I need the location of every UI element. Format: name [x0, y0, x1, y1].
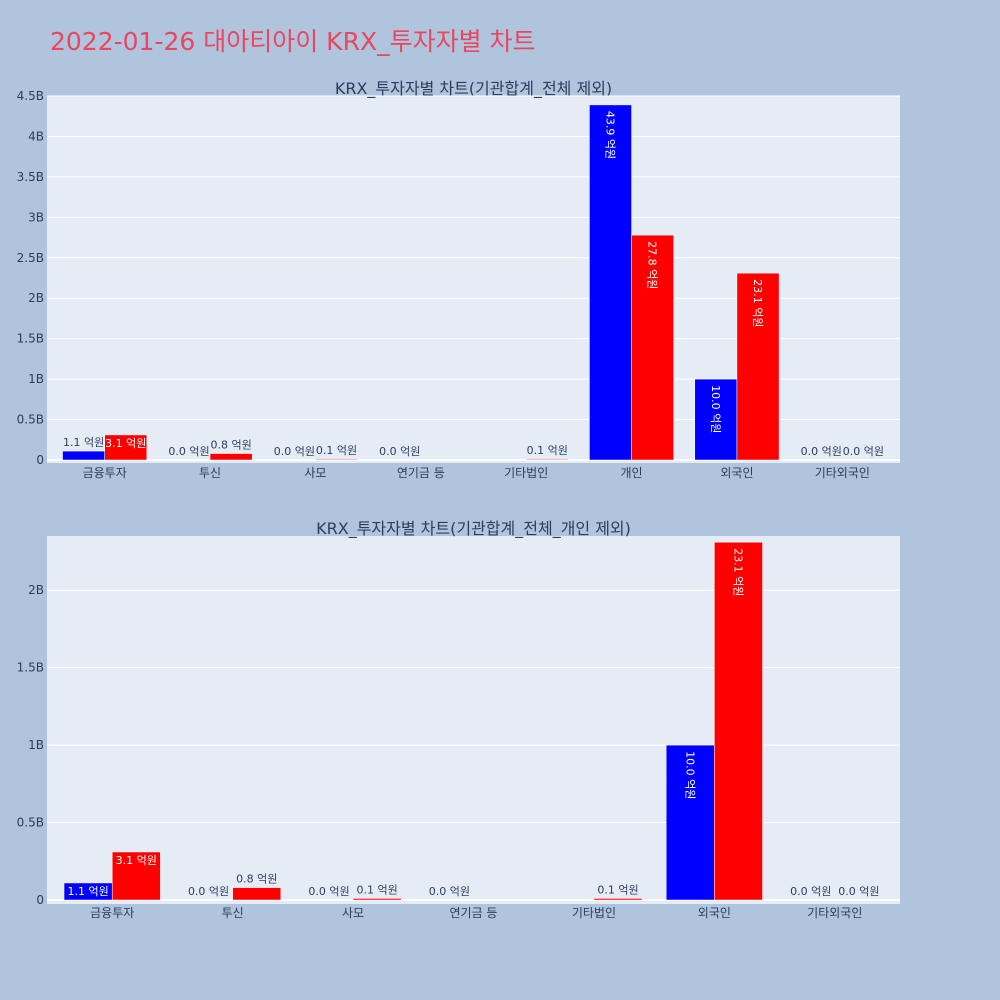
bar-sell	[352, 898, 402, 901]
bar-value-label: 0.0 억원	[379, 445, 420, 458]
bar-value-label: 0.8 억원	[211, 439, 252, 452]
bar-buy	[62, 450, 105, 461]
y-tick-label: 3B	[28, 210, 44, 224]
y-tick-label: 2B	[28, 291, 44, 305]
y-tick-label: 1.5B	[17, 661, 44, 675]
bar-value-label: 0.0 억원	[429, 885, 470, 898]
x-tick-label: 기타외국인	[807, 906, 862, 920]
bar-value-label: 3.1 억원	[105, 437, 146, 450]
bar-value-label: 0.0 억원	[168, 445, 209, 458]
y-tick-label: 4B	[28, 129, 44, 143]
y-tick-label: 1B	[28, 372, 44, 386]
chart-1-y-axis: 0 0.5B 1B 1.5B 2B 2.5B 3B 3.5B 4B 4.5B	[17, 89, 44, 467]
x-tick-label: 사모	[342, 906, 364, 920]
y-tick-label: 0	[36, 453, 44, 467]
x-tick-label: 외국인	[720, 466, 753, 480]
bar-sell	[104, 434, 148, 461]
bar-value-label: 10.0 억원	[709, 385, 722, 433]
bar-value-label: 0.1 억원	[316, 444, 357, 457]
chart-1: KRX_투자자별 차트(기관합계_전체 제외) 1.1 억원 3.1 억원 0.0 …	[17, 79, 900, 480]
x-tick-label: 연기금 등	[450, 906, 498, 920]
y-tick-label: 2.5B	[17, 251, 44, 265]
x-tick-label: 기타법인	[572, 906, 616, 920]
bar-value-label: 0.0 억원	[843, 445, 884, 458]
bar-sell	[315, 458, 358, 461]
bar-sell	[736, 272, 780, 461]
bar-value-label: 1.1 억원	[68, 885, 109, 898]
x-tick-label: 기타외국인	[815, 466, 870, 480]
bar-value-label: 0.0 억원	[838, 885, 879, 898]
x-tick-label: 금융투자	[90, 906, 134, 920]
bar-value-label: 23.1 억원	[731, 548, 744, 596]
chart-2-y-axis: 0 0.5B 1B 1.5B 2B	[17, 583, 44, 907]
bar-value-label: 0.1 억원	[527, 444, 568, 457]
x-tick-label: 연기금 등	[397, 466, 445, 480]
x-tick-label: 기타법인	[504, 466, 548, 480]
bar-sell	[111, 851, 161, 901]
bar-value-label: 0.0 억원	[801, 445, 842, 458]
bar-buy	[694, 378, 738, 461]
chart-1-title: KRX_투자자별 차트(기관합계_전체 제외)	[335, 79, 612, 99]
chart-2-plot-area	[47, 536, 900, 904]
bar-sell	[232, 887, 282, 901]
bar-buy	[665, 744, 715, 901]
bar-sell	[593, 898, 643, 901]
bar-sell	[209, 453, 253, 461]
y-tick-label: 3.5B	[17, 170, 44, 184]
y-tick-label: 2B	[28, 583, 44, 597]
bar-value-label: 1.1 억원	[63, 436, 104, 449]
bar-sell	[631, 234, 674, 461]
y-tick-label: 0	[36, 893, 44, 907]
y-tick-label: 1B	[28, 738, 44, 752]
bar-buy	[589, 104, 632, 461]
bar-sell	[525, 458, 569, 461]
chart-1-bars: 1.1 억원 3.1 억원0.0 억원 0.8 억원 0.0 억원 0.1 억원 0.0 …	[62, 104, 884, 461]
bar-value-label: 23.1 억원	[751, 279, 764, 327]
y-tick-label: 1.5B	[17, 332, 44, 346]
bar-value-label: 0.0 억원	[308, 885, 349, 898]
chart-2-title: KRX_투자자별 차트(기관합계_전체_개인 제외)	[316, 519, 631, 539]
x-tick-label: 사모	[304, 466, 326, 480]
bar-value-label: 43.9 억원	[603, 111, 616, 159]
x-tick-label: 외국인	[698, 906, 731, 920]
bar-value-label: 3.1 억원	[116, 854, 157, 867]
bar-value-label: 0.1 억원	[357, 883, 398, 896]
bar-value-label: 27.8 억원	[646, 241, 659, 289]
y-tick-label: 4.5B	[17, 89, 44, 103]
chart-2-x-axis: 금융투자 투신 사모 연기금 등 기타법인 외국인 기타외국인	[90, 906, 862, 920]
bar-sell	[714, 541, 763, 901]
x-tick-label: 투신	[199, 466, 221, 480]
bar-value-label: 10.0 억원	[683, 751, 696, 799]
x-tick-label: 금융투자	[83, 466, 127, 480]
bar-value-label: 0.0 억원	[188, 885, 229, 898]
bar-value-label: 0.0 억원	[274, 445, 315, 458]
chart-2: KRX_투자자별 차트(기관합계_전체_개인 제외) 1.1 억원 3.1 억원 0…	[17, 519, 900, 920]
bar-value-label: 0.1 억원	[597, 883, 638, 896]
y-tick-label: 0.5B	[17, 816, 44, 830]
bar-value-label: 0.0 억원	[790, 885, 831, 898]
chart-2-bars: 1.1 억원 3.1 억원 0.0 억원 0.8 억원 0.0 억원 0.1 억원 0.0 …	[63, 541, 879, 901]
x-tick-label: 투신	[222, 906, 244, 920]
bar-value-label: 0.8 억원	[236, 873, 277, 886]
page-title: 2022-01-26 대아티아이 KRX_투자자별 차트	[50, 27, 536, 56]
y-tick-label: 0.5B	[17, 413, 44, 427]
chart-1-x-axis: 금융투자 투신 사모 연기금 등 기타법인 개인 외국인 기타외국인	[83, 466, 870, 480]
x-tick-label: 개인	[621, 466, 643, 480]
